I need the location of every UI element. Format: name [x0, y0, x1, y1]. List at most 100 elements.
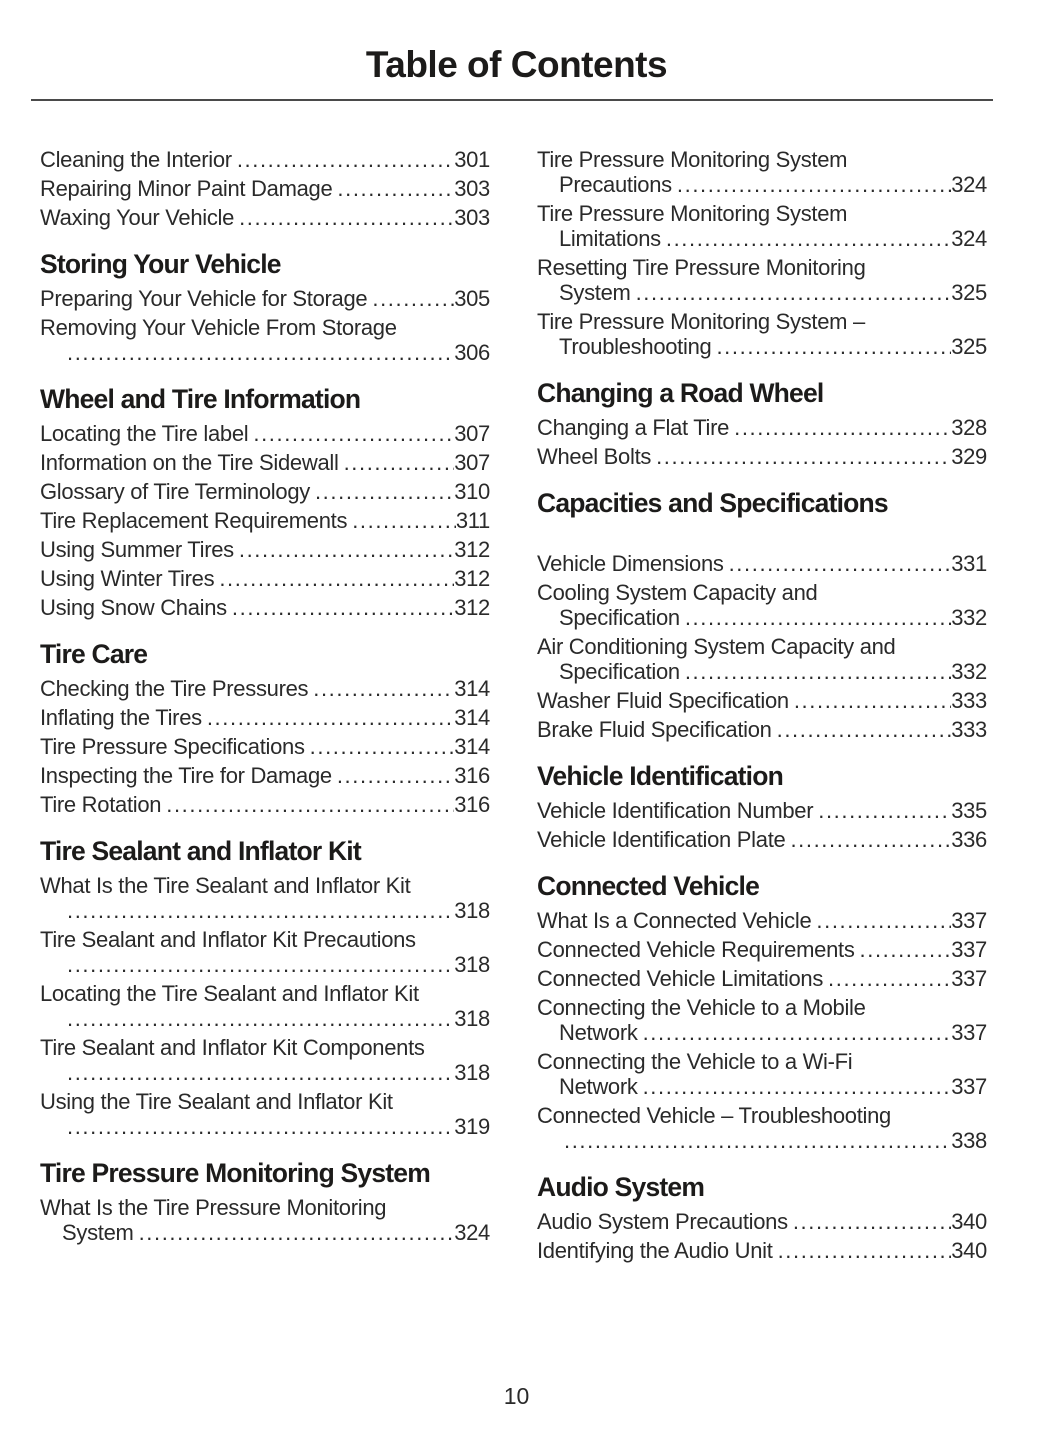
dot-leader: [772, 717, 952, 742]
toc-entry: Removing Your Vehicle From Storage 306: [40, 315, 490, 365]
toc-entry-line: Connected Vehicle Limitations 337: [537, 966, 987, 991]
entry-title: Washer Fluid Specification: [537, 688, 789, 713]
toc-entry: Tire Pressure Monitoring System – Trouble…: [537, 309, 987, 359]
toc-entry: Tire Sealant and Inflator Kit Precaution…: [40, 927, 490, 977]
entry-page-number: 335: [951, 798, 987, 823]
toc-entry: Connected Vehicle Limitations 337: [537, 966, 987, 991]
entry-title: Tire Rotation: [40, 792, 162, 817]
section-spacer: [537, 525, 987, 551]
toc-entry: Tire Rotation 316: [40, 792, 490, 817]
entry-title-line: Air Conditioning System Capacity and: [537, 634, 896, 659]
toc-entry-line: Tire Replacement Requirements 311: [40, 508, 490, 533]
toc-entry-line: What Is a Connected Vehicle 337: [537, 908, 987, 933]
entry-page-number: 337: [951, 1074, 987, 1099]
entry-page-number: 332: [951, 659, 987, 684]
entry-title: Troubleshooting: [559, 334, 712, 359]
toc-entry: Using the Tire Sealant and Inflator Kit 3…: [40, 1089, 490, 1139]
dot-leader: [227, 595, 454, 620]
toc-entry: Wheel Bolts 329: [537, 444, 987, 469]
section-heading: Capacities and Specifications: [537, 488, 889, 518]
toc-entry-line: Connected Vehicle Requirements 337: [537, 937, 987, 962]
entry-title: Using Snow Chains: [40, 595, 227, 620]
entry-title-line: What Is the Tire Sealant and Inflator Ki…: [40, 873, 411, 898]
entry-title: Limitations: [559, 226, 661, 251]
entry-title: Specification: [559, 659, 680, 684]
toc-entry-line: Using Snow Chains 312: [40, 595, 490, 620]
dot-leader: [661, 226, 951, 251]
toc-entry: Brake Fluid Specification 333: [537, 717, 987, 742]
entry-title-line: Removing Your Vehicle From Storage: [40, 315, 397, 340]
toc-page: Table of Contents Cleaning the Interior 3…: [0, 0, 1055, 1267]
toc-entry-line: Vehicle Identification Number 335: [537, 798, 987, 823]
entry-page-number: 306: [454, 340, 490, 365]
toc-entry-line: 306: [40, 340, 490, 365]
toc-entry-line: System 324: [40, 1220, 490, 1245]
entry-title: Vehicle Identification Plate: [537, 827, 786, 852]
toc-entry-line: 338: [537, 1128, 987, 1153]
dot-leader: [62, 1006, 454, 1031]
entry-page-number: 328: [951, 415, 987, 440]
dot-leader: [711, 334, 951, 359]
entry-page-number: 318: [454, 1060, 490, 1085]
entry-page-number: 332: [951, 605, 987, 630]
dot-leader: [332, 176, 454, 201]
toc-entry-line: Limitations 324: [537, 226, 987, 251]
entry-title-line: What Is the Tire Pressure Monitoring: [40, 1195, 387, 1220]
toc-column-left: Cleaning the Interior 301 Repairing Minor …: [40, 147, 490, 1267]
entry-title: Identifying the Audio Unit: [537, 1238, 773, 1263]
toc-entry-line: Inflating the Tires 314: [40, 705, 490, 730]
toc-entry: Tire Sealant and Inflator Kit Components…: [40, 1035, 490, 1085]
toc-entry: Using Summer Tires 312: [40, 537, 490, 562]
toc-entry: Waxing Your Vehicle 303: [40, 205, 490, 230]
entry-page-number: 338: [951, 1128, 987, 1153]
entry-title-line: Tire Pressure Monitoring System –: [537, 309, 865, 334]
entry-title: Inspecting the Tire for Damage: [40, 763, 332, 788]
entry-title: Tire Pressure Specifications: [40, 734, 305, 759]
toc-entry-line: Using Winter Tires 312: [40, 566, 490, 591]
toc-entry-line: Washer Fluid Specification 333: [537, 688, 987, 713]
section-heading: Wheel and Tire Information: [40, 384, 361, 414]
entry-page-number: 337: [951, 1020, 987, 1045]
toc-entry-line: Vehicle Identification Plate 336: [537, 827, 987, 852]
toc-entry: Repairing Minor Paint Damage 303: [40, 176, 490, 201]
toc-entry-line: Inspecting the Tire for Damage 316: [40, 763, 490, 788]
entry-page-number: 318: [454, 1006, 490, 1031]
entry-title: Waxing Your Vehicle: [40, 205, 235, 230]
section-heading: Tire Sealant and Inflator Kit: [40, 836, 362, 866]
toc-entry-line: 318: [40, 898, 490, 923]
dot-leader: [729, 415, 951, 440]
entry-page-number: 318: [454, 898, 490, 923]
toc-entry: Cooling System Capacity and Specification…: [537, 580, 987, 630]
dot-leader: [310, 479, 454, 504]
entry-title-line: Cooling System Capacity and: [537, 580, 818, 605]
dot-leader: [161, 792, 454, 817]
page-title: Table of Contents: [365, 44, 668, 85]
dot-leader: [785, 827, 951, 852]
entry-page-number: 331: [951, 551, 987, 576]
toc-entry-line: Network 337: [537, 1074, 987, 1099]
entry-page-number: 312: [454, 566, 490, 591]
toc-entry: Connecting the Vehicle to a Mobile Networ…: [537, 995, 987, 1045]
entry-title: What Is a Connected Vehicle: [537, 908, 812, 933]
toc-entry-line: Wheel Bolts 329: [537, 444, 987, 469]
dot-leader: [789, 688, 951, 713]
entry-title-line: Resetting Tire Pressure Monitoring: [537, 255, 866, 280]
entry-page-number: 329: [951, 444, 987, 469]
section-heading: Audio System: [537, 1172, 705, 1202]
dot-leader: [202, 705, 454, 730]
entry-title: Tire Replacement Requirements: [40, 508, 348, 533]
entry-page-number: 303: [454, 176, 490, 201]
dot-leader: [62, 1114, 454, 1139]
dot-leader: [823, 966, 951, 991]
entry-page-number: 336: [951, 827, 987, 852]
toc-entry-line: 318: [40, 1060, 490, 1085]
entry-page-number: 307: [454, 450, 490, 475]
toc-entry: Preparing Your Vehicle for Storage 305: [40, 286, 490, 311]
dot-leader: [134, 1220, 455, 1245]
toc-entry: Vehicle Identification Number 335: [537, 798, 987, 823]
dot-leader: [308, 676, 454, 701]
dot-leader: [788, 1209, 951, 1234]
entry-page-number: 301: [454, 147, 490, 172]
toc-entry-line: Using Summer Tires 312: [40, 537, 490, 562]
entry-page-number: 324: [454, 1220, 490, 1245]
